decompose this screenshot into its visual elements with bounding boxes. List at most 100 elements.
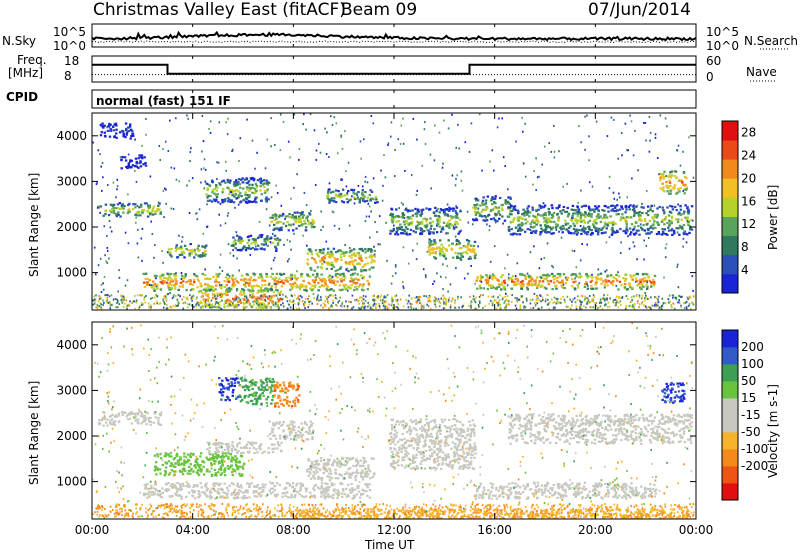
echo-pixel: [487, 295, 490, 298]
echo-pixel: [674, 307, 676, 310]
echo-pixel: [193, 484, 196, 487]
echo-pixel: [625, 227, 628, 230]
echo-pixel: [116, 188, 118, 191]
echo-pixel: [214, 489, 217, 493]
echo-pixel: [237, 194, 241, 197]
echo-pixel: [266, 244, 270, 247]
echo-pixel: [191, 283, 194, 286]
echo-pixel: [548, 219, 551, 222]
echo-pixel: [275, 294, 278, 297]
echo-pixel: [627, 205, 630, 208]
echo-pixel: [646, 232, 650, 235]
echo-pixel: [639, 223, 642, 226]
echo-pixel: [252, 490, 256, 493]
echo-pixel: [594, 301, 596, 304]
echo-pixel: [604, 270, 606, 273]
echo-pixel: [553, 301, 556, 304]
echo-pixel: [270, 145, 272, 148]
echo-pixel: [519, 229, 523, 232]
echo-pixel: [147, 206, 150, 209]
echo-pixel: [401, 212, 404, 215]
echo-pixel: [648, 115, 651, 118]
echo-pixel: [268, 237, 271, 240]
echo-pixel: [140, 422, 143, 425]
echo-pixel: [248, 483, 251, 486]
echo-pixel: [650, 231, 653, 234]
echo-pixel: [224, 302, 227, 305]
echo-pixel: [415, 301, 418, 304]
echo-pixel: [258, 306, 261, 309]
echo-pixel: [685, 218, 688, 221]
echo-pixel: [414, 231, 417, 234]
echo-pixel: [517, 224, 520, 227]
echo-pixel: [170, 286, 173, 289]
echo-pixel: [171, 280, 175, 283]
echo-pixel: [112, 298, 115, 301]
echo-pixel: [426, 224, 429, 227]
echo-pixel: [589, 233, 593, 236]
echo-pixel: [551, 288, 554, 291]
echo-pixel: [415, 227, 418, 230]
echo-pixel: [374, 221, 376, 224]
echo-pixel: [213, 305, 216, 308]
echo-pixel: [387, 307, 389, 310]
echo-pixel: [144, 411, 148, 414]
echo-pixel: [406, 302, 409, 305]
echo-pixel: [327, 488, 330, 492]
echo-pixel: [394, 148, 396, 151]
echo-pixel: [158, 208, 161, 211]
echo-pixel: [177, 294, 180, 297]
echo-pixel: [609, 204, 613, 208]
echo-pixel: [247, 186, 250, 189]
echo-pixel: [618, 196, 621, 199]
echo-pixel: [251, 200, 254, 203]
echo-pixel: [498, 299, 501, 301]
echo-pixel: [193, 250, 196, 253]
echo-pixel: [324, 282, 327, 285]
echo-pixel: [298, 224, 301, 227]
echo-pixel: [584, 204, 587, 207]
echo-pixel: [522, 208, 525, 211]
echo-pixel: [571, 216, 574, 219]
echo-pixel: [151, 209, 154, 212]
echo-pixel: [680, 179, 683, 182]
echo-pixel: [313, 496, 316, 499]
echo-pixel: [354, 488, 357, 491]
echo-pixel: [313, 297, 315, 300]
echo-pixel: [272, 241, 275, 244]
echo-pixel: [285, 277, 288, 280]
echo-pixel: [502, 222, 504, 225]
echo-pixel: [145, 295, 147, 297]
echo-pixel: [339, 482, 342, 485]
echo-pixel: [172, 295, 175, 298]
echo-pixel: [235, 297, 238, 300]
echo-pixel: [538, 299, 540, 302]
echo-pixel: [236, 289, 238, 292]
echo-pixel: [219, 294, 221, 296]
echo-pixel: [217, 201, 220, 204]
echo-pixel: [349, 198, 352, 201]
echo-pixel: [353, 202, 356, 205]
echo-pixel: [510, 278, 514, 281]
echo-pixel: [513, 217, 516, 220]
echo-pixel: [244, 191, 247, 194]
echo-pixel: [677, 286, 680, 289]
echo-pixel: [674, 205, 677, 209]
echo-pixel: [671, 205, 674, 208]
echo-pixel: [572, 227, 576, 230]
echo-pixel: [217, 275, 220, 278]
echo-pixel: [583, 229, 586, 233]
echo-pixel: [207, 194, 210, 197]
echo-pixel: [648, 306, 650, 308]
echo-pixel: [273, 279, 276, 282]
echo-pixel: [524, 210, 527, 213]
echo-pixel: [150, 491, 153, 494]
echo-pixel: [390, 121, 393, 124]
echo-pixel: [320, 490, 323, 493]
echo-pixel: [363, 264, 366, 267]
echo-pixel: [604, 278, 607, 282]
echo-pixel: [362, 492, 365, 496]
echo-pixel: [239, 490, 243, 493]
echo-pixel: [262, 179, 266, 182]
echo-pixel: [516, 229, 520, 232]
